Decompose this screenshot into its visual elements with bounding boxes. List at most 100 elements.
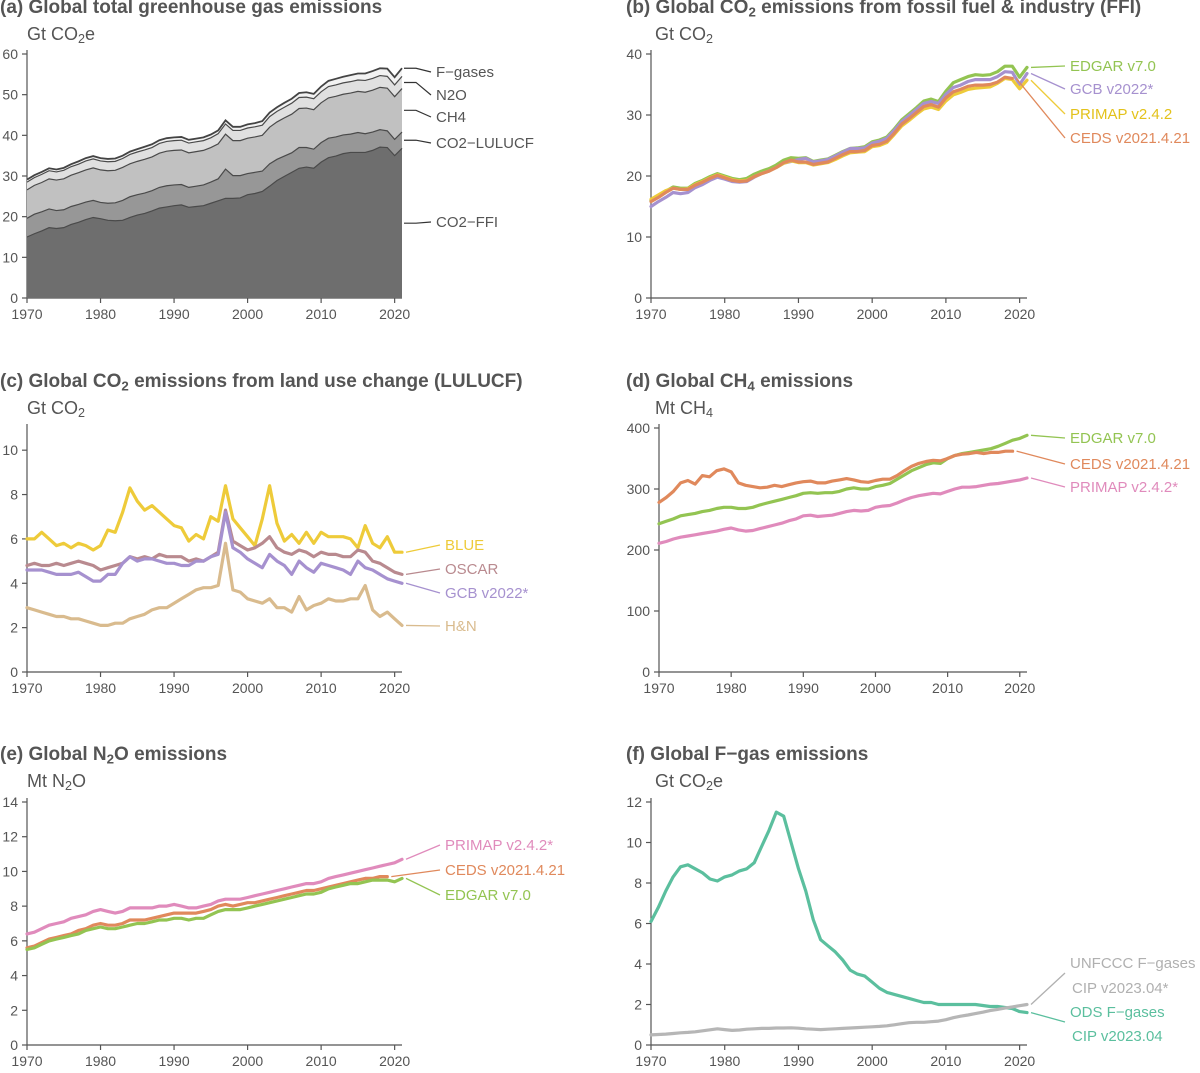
x-tick-label: 1990 xyxy=(783,1053,814,1069)
area-ch4 xyxy=(27,87,402,219)
x-tick-label: 1990 xyxy=(158,306,189,322)
label-leader xyxy=(1030,79,1066,115)
x-tick-label: 2010 xyxy=(930,306,961,322)
series-label-h-n: H&N xyxy=(445,618,477,635)
y-tick-label: 0 xyxy=(634,290,642,306)
y-tick-label: 0 xyxy=(642,664,650,680)
label-leader xyxy=(405,544,441,553)
x-tick-label: 1990 xyxy=(158,680,189,696)
series-line-ceds-v2021-4-21 xyxy=(649,75,1014,204)
y-tick-label: 400 xyxy=(627,420,651,436)
panel-c-unit: Gt CO2 xyxy=(27,398,86,421)
x-tick-label: 1980 xyxy=(716,680,747,696)
area-f-gases xyxy=(27,68,402,183)
x-tick-label: 2000 xyxy=(232,680,263,696)
series-label-primap-v2-4-2-: PRIMAP v2.4.2* xyxy=(1070,479,1178,496)
label-leader xyxy=(1030,972,1066,1005)
x-tick-label: 2010 xyxy=(306,306,337,322)
y-tick-label: 8 xyxy=(10,898,18,914)
y-tick-label: 60 xyxy=(2,46,18,62)
series-label-ceds-v2021-4-21: CEDS v2021.4.21 xyxy=(1070,456,1190,473)
y-tick-label: 30 xyxy=(626,107,642,123)
y-tick-label: 20 xyxy=(2,209,18,225)
label-leader xyxy=(405,877,441,896)
label-leader xyxy=(405,844,441,860)
series-label-gcb-v2022-: GCB v2022* xyxy=(445,585,529,602)
label-leader xyxy=(1030,65,1066,69)
y-tick-label: 100 xyxy=(627,603,651,619)
x-tick-label: 1980 xyxy=(709,1053,740,1069)
area-edge xyxy=(26,67,403,181)
y-tick-label: 12 xyxy=(2,829,18,845)
y-tick-label: 10 xyxy=(626,835,642,851)
y-tick-label: 6 xyxy=(10,531,18,547)
y-tick-label: 8 xyxy=(10,487,18,503)
x-tick-label: 1970 xyxy=(635,306,666,322)
y-tick-label: 4 xyxy=(10,968,18,984)
panel-b-unit: Gt CO2 xyxy=(655,24,714,47)
label-leader xyxy=(1030,434,1066,439)
y-tick-label: 40 xyxy=(626,46,642,62)
series-label-f-gases: F−gases xyxy=(436,64,494,81)
label-leader xyxy=(405,568,441,576)
y-tick-label: 8 xyxy=(634,875,642,891)
panel-b-title: (b) Global CO2 emissions from fossil fue… xyxy=(626,0,1142,20)
series-label-co2-ffi: CO2−FFI xyxy=(436,214,498,231)
x-tick-label: 1970 xyxy=(635,1053,666,1069)
series-label-ceds-v2021-4-21: CEDS v2021.4.21 xyxy=(1070,130,1190,147)
y-tick-label: 14 xyxy=(2,794,18,810)
y-tick-label: 0 xyxy=(10,664,18,680)
y-tick-label: 12 xyxy=(626,794,642,810)
series-line-gcb-v2022- xyxy=(25,510,404,585)
y-tick-label: 20 xyxy=(626,168,642,184)
y-tick-label: 0 xyxy=(10,1037,18,1053)
x-tick-label: 2000 xyxy=(857,1053,888,1069)
y-tick-label: 0 xyxy=(634,1037,642,1053)
y-tick-label: 0 xyxy=(10,290,18,306)
x-tick-label: 1980 xyxy=(85,1053,116,1069)
x-tick-label: 2010 xyxy=(930,1053,961,1069)
x-tick-label: 2000 xyxy=(857,306,888,322)
series-line-gcb-v2022- xyxy=(649,70,1029,209)
x-tick-label: 1980 xyxy=(85,680,116,696)
y-tick-label: 2 xyxy=(10,620,18,636)
label-leader xyxy=(1030,477,1066,488)
label-leader xyxy=(404,67,432,73)
area-edge xyxy=(26,129,403,219)
label-leader xyxy=(404,221,432,224)
x-tick-label: 2000 xyxy=(232,306,263,322)
panel-e-title: (e) Global N2O emissions xyxy=(0,744,228,767)
panel-c-title: (c) Global CO2 emissions from land use c… xyxy=(0,371,523,394)
x-tick-label: 2020 xyxy=(1004,1053,1035,1069)
series-line-primap-v2-4-2- xyxy=(25,857,404,936)
label-leader xyxy=(1016,450,1066,465)
x-tick-label: 2020 xyxy=(379,680,410,696)
series-line-unfccc-f-gases-cip-v2023-04- xyxy=(649,1002,1029,1037)
y-tick-label: 4 xyxy=(634,956,642,972)
y-tick-label: 10 xyxy=(2,442,18,458)
x-tick-label: 2020 xyxy=(379,1053,410,1069)
area-edge xyxy=(26,86,403,191)
panel-f-title: (f) Global F−gas emissions xyxy=(626,744,869,765)
series-label-primap-v2-4-2: PRIMAP v2.4.2 xyxy=(1070,106,1172,123)
label-leader xyxy=(404,139,432,144)
y-tick-label: 6 xyxy=(10,933,18,949)
y-tick-label: 40 xyxy=(2,127,18,143)
x-tick-label: 2000 xyxy=(232,1053,263,1069)
label-leader xyxy=(404,109,432,118)
series-line-primap-v2-4-2- xyxy=(657,476,1029,545)
area-n2o xyxy=(27,75,402,190)
series-label-ch4: CH4 xyxy=(436,109,466,126)
series-label-oscar: OSCAR xyxy=(445,561,499,578)
x-tick-label: 1970 xyxy=(11,680,42,696)
x-tick-label: 1970 xyxy=(11,306,42,322)
x-tick-label: 1970 xyxy=(643,680,674,696)
x-tick-label: 2010 xyxy=(932,680,963,696)
series-line-edgar-v7-0 xyxy=(25,876,404,952)
area-co2-ffi xyxy=(27,147,402,298)
x-tick-label: 2000 xyxy=(860,680,891,696)
